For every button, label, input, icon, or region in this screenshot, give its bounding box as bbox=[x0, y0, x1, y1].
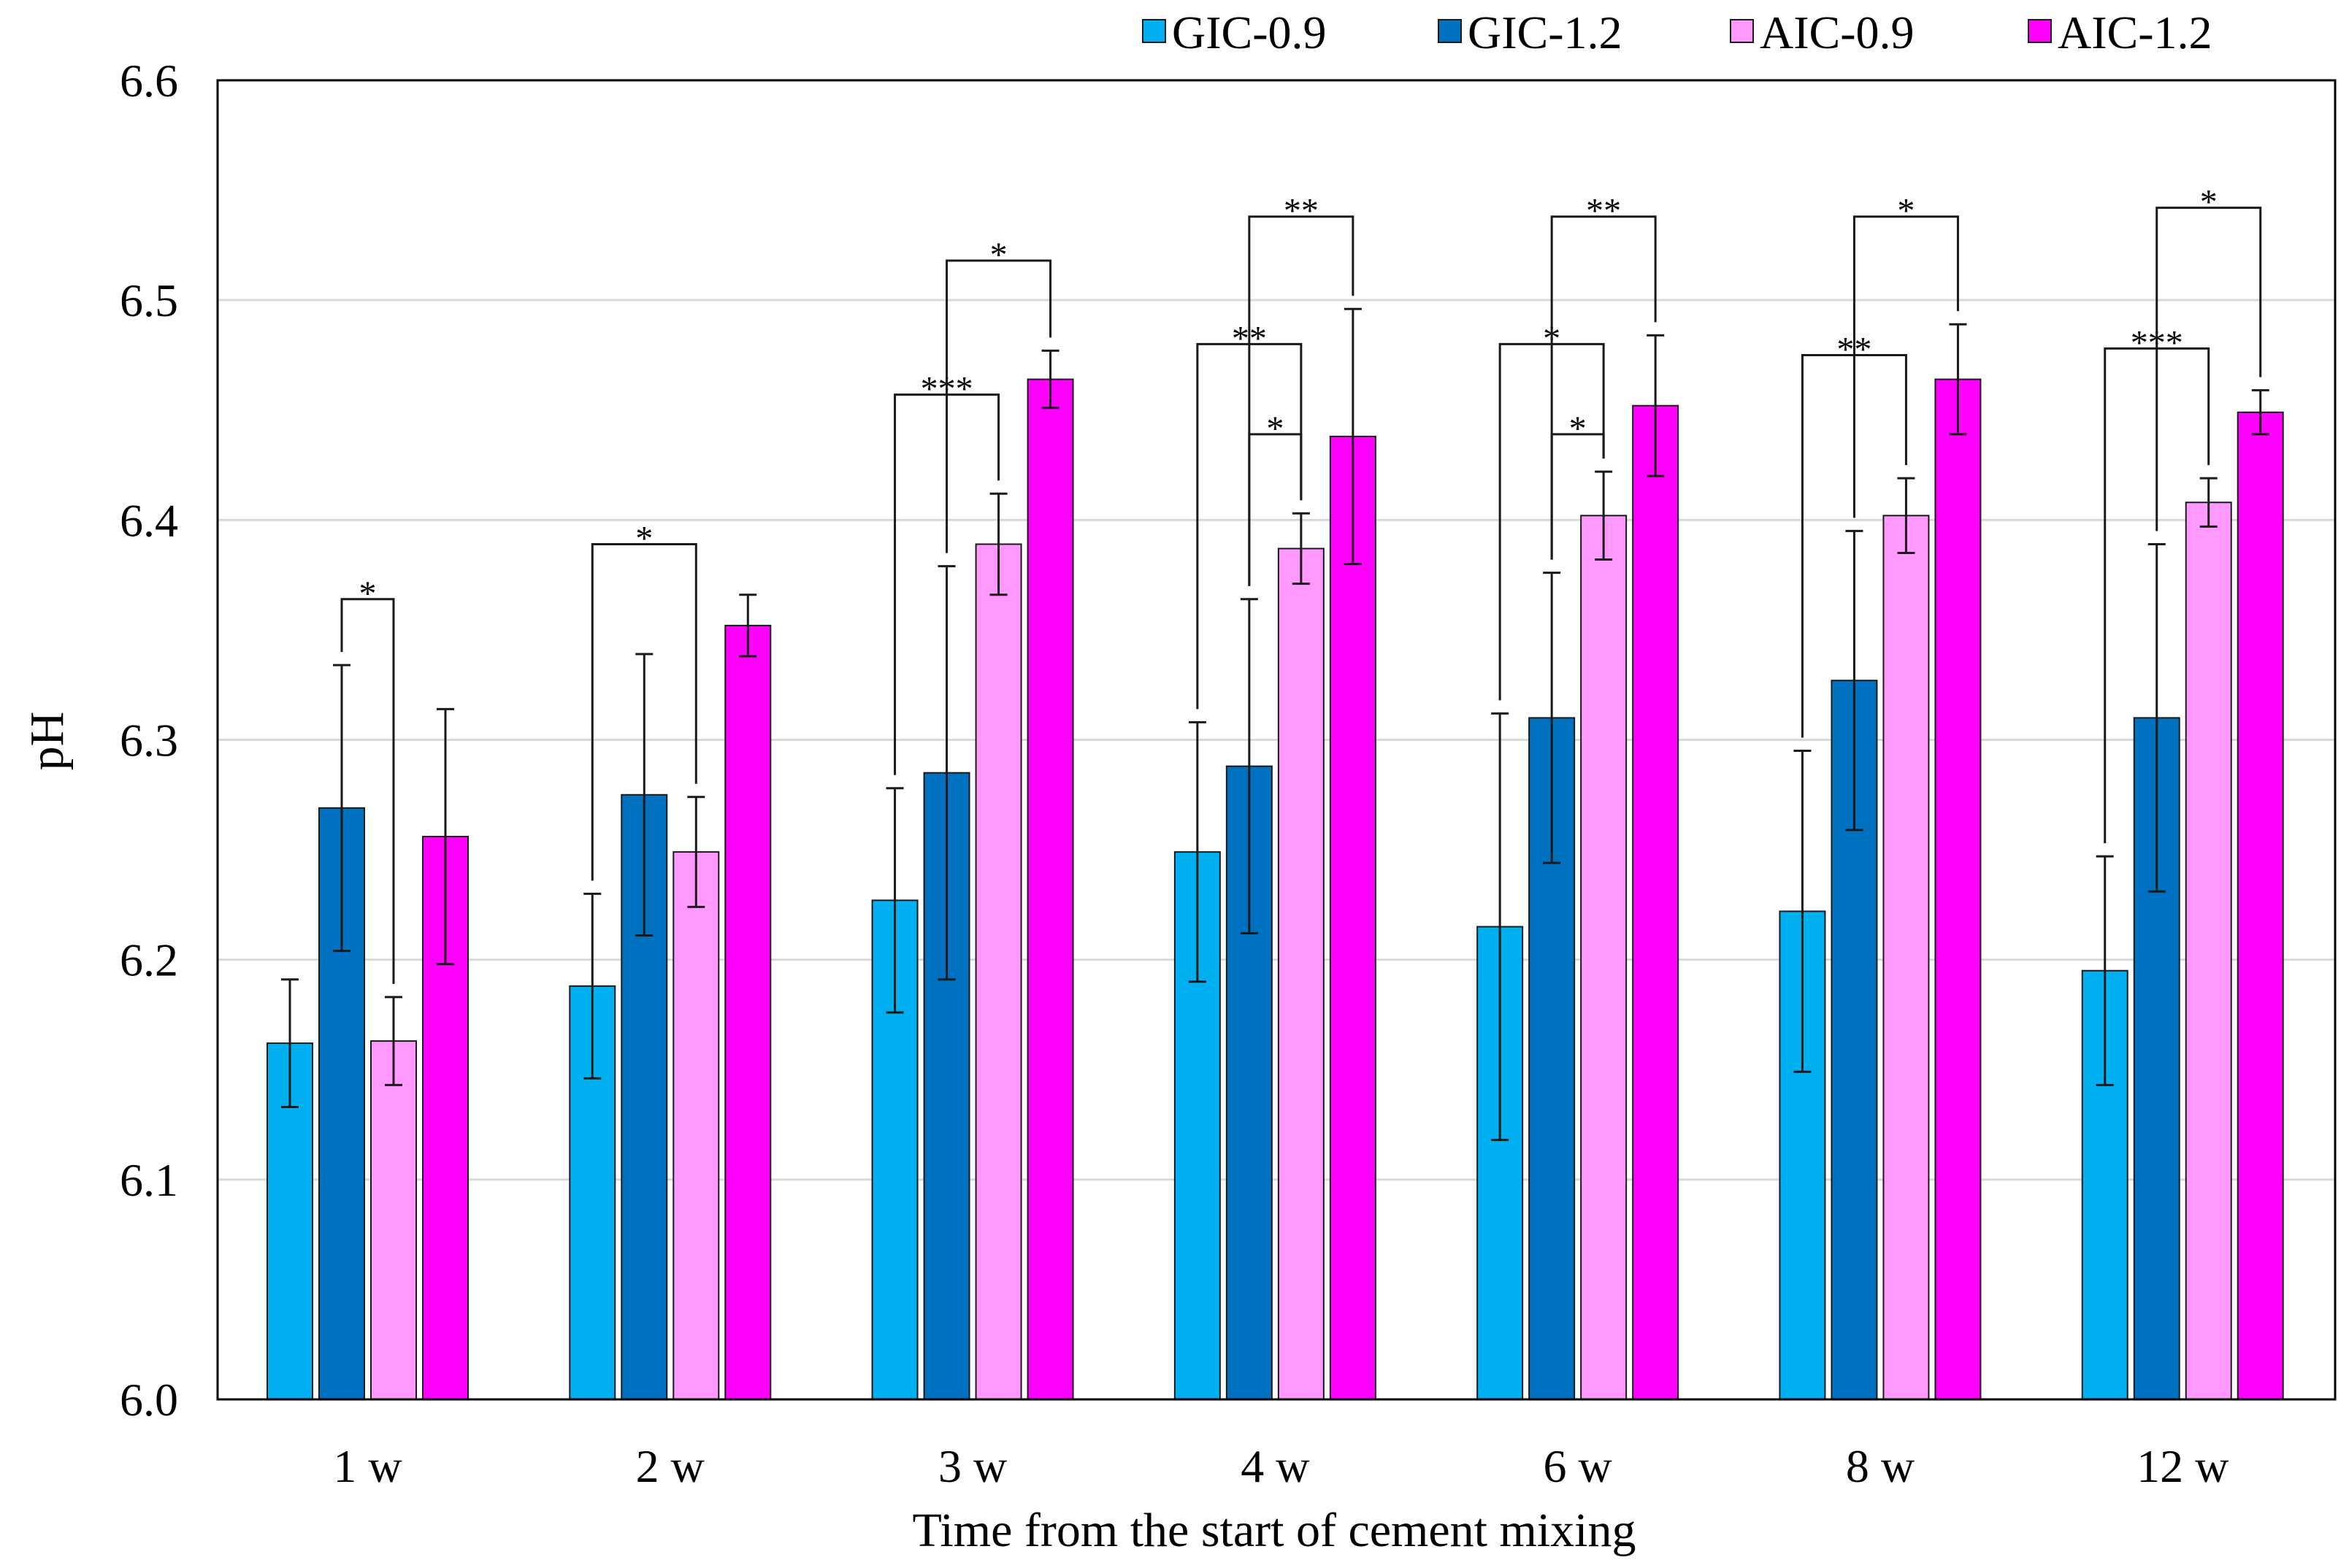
legend-label-AIC-1.2: AIC-1.2 bbox=[2058, 7, 2212, 58]
legend-label-GIC-1.2: GIC-1.2 bbox=[1468, 7, 1622, 58]
error-bar-AIC-1.2-4w bbox=[1344, 307, 1362, 566]
error-bar-AIC-0.9-1w bbox=[385, 996, 402, 1086]
sig-label: * bbox=[635, 519, 653, 558]
error-bar-GIC-0.9-8w bbox=[1793, 750, 1812, 1073]
bar-AIC-1.2-6w bbox=[1632, 404, 1679, 1400]
legend-swatch-GIC-1.2 bbox=[1438, 19, 1462, 43]
error-bar-AIC-1.2-3w bbox=[1041, 349, 1059, 410]
bar-AIC-0.9-2w bbox=[672, 851, 720, 1400]
bar-AIC-0.9-12w bbox=[2185, 501, 2232, 1400]
error-bar-GIC-1.2-3w bbox=[938, 565, 956, 981]
bar-AIC-1.2-12w bbox=[2237, 411, 2284, 1400]
y-tick-6.4: 6.4 bbox=[120, 494, 178, 546]
sig-label: * bbox=[1266, 410, 1284, 448]
error-bar-GIC-0.9-2w bbox=[583, 892, 602, 1080]
sig-label: * bbox=[990, 236, 1008, 274]
bar-AIC-0.9-6w bbox=[1580, 515, 1628, 1400]
bars bbox=[267, 378, 2284, 1401]
legend-item-AIC-1.2: AIC-1.2 bbox=[2028, 7, 2212, 58]
sig-bracket-8w-11: * bbox=[1852, 192, 1959, 518]
bar-AIC-1.2-3w bbox=[1027, 378, 1074, 1400]
x-tick-12w: 12 w bbox=[2137, 1440, 2229, 1492]
legend: GIC-0.9 GIC-1.2 AIC-0.9 AIC-1.2 bbox=[1142, 7, 2212, 58]
error-bar-AIC-0.9-4w bbox=[1292, 512, 1310, 585]
sig-bracket-2w-1: * bbox=[591, 519, 697, 881]
error-bar-AIC-1.2-1w bbox=[437, 707, 454, 966]
error-bar-AIC-1.2-6w bbox=[1647, 334, 1665, 477]
x-tick-2w: 2 w bbox=[636, 1440, 705, 1492]
y-tick-6.6: 6.6 bbox=[120, 55, 178, 107]
error-bar-GIC-0.9-4w bbox=[1188, 720, 1206, 983]
x-tick-3w: 3 w bbox=[938, 1440, 1007, 1492]
error-bar-GIC-0.9-3w bbox=[886, 787, 904, 1014]
error-bar-GIC-0.9-12w bbox=[2096, 855, 2114, 1086]
legend-item-GIC-0.9: GIC-0.9 bbox=[1142, 7, 1327, 58]
error-bar-AIC-0.9-2w bbox=[687, 796, 705, 908]
sig-label: ** bbox=[1284, 192, 1319, 231]
error-bar-GIC-0.9-6w bbox=[1491, 712, 1509, 1142]
bar-AIC-0.9-8w bbox=[1882, 515, 1930, 1400]
sig-bracket-6w-9: ** bbox=[1550, 192, 1657, 560]
error-bar-AIC-1.2-2w bbox=[739, 593, 757, 658]
legend-swatch-GIC-0.9 bbox=[1142, 19, 1166, 43]
bar-AIC-0.9-4w bbox=[1277, 547, 1325, 1400]
bar-AIC-0.9-3w bbox=[975, 543, 1022, 1400]
error-bar-GIC-1.2-2w bbox=[635, 653, 654, 937]
error-bar-AIC-0.9-6w bbox=[1595, 470, 1613, 561]
x-axis-label: Time from the start of cement mixing bbox=[912, 1504, 1636, 1557]
bar-AIC-1.2-2w bbox=[724, 624, 772, 1400]
x-tick-labels: 1 w 2 w 3 w 4 w 6 w 8 w 12 w bbox=[333, 1440, 2229, 1492]
y-axis-label: pH bbox=[20, 712, 74, 771]
error-bar-GIC-1.2-1w bbox=[333, 664, 350, 953]
y-tick-6.0: 6.0 bbox=[120, 1374, 178, 1426]
error-bar-GIC-1.2-12w bbox=[2147, 542, 2166, 893]
error-bar-GIC-1.2-4w bbox=[1240, 598, 1258, 935]
legend-swatch-AIC-1.2 bbox=[2028, 19, 2052, 43]
sig-label: * bbox=[359, 574, 377, 613]
error-bar-GIC-1.2-8w bbox=[1845, 529, 1863, 831]
x-tick-4w: 4 w bbox=[1241, 1440, 1309, 1492]
gridlines bbox=[218, 299, 2335, 1181]
error-bars bbox=[281, 307, 2269, 1142]
y-tick-6.5: 6.5 bbox=[120, 274, 178, 326]
sig-label: ** bbox=[1586, 192, 1621, 231]
x-tick-6w: 6 w bbox=[1544, 1440, 1612, 1492]
error-bar-AIC-1.2-8w bbox=[1949, 323, 1967, 436]
legend-label-GIC-0.9: GIC-0.9 bbox=[1172, 7, 1327, 58]
plot-frame bbox=[216, 79, 2337, 1401]
legend-item-GIC-1.2: GIC-1.2 bbox=[1438, 7, 1622, 58]
legend-item-AIC-0.9: AIC-0.9 bbox=[1730, 7, 1915, 58]
error-bar-AIC-0.9-3w bbox=[989, 492, 1008, 596]
error-bar-AIC-0.9-12w bbox=[2199, 477, 2218, 528]
error-bar-AIC-0.9-8w bbox=[1897, 477, 1915, 555]
sig-bracket-1w-0: * bbox=[340, 574, 395, 984]
legend-swatch-AIC-0.9 bbox=[1730, 19, 1754, 43]
sig-label: * bbox=[2200, 183, 2218, 222]
x-tick-1w: 1 w bbox=[333, 1440, 402, 1492]
sig-bracket-12w-13: * bbox=[2156, 183, 2262, 531]
sig-label: * bbox=[1569, 410, 1587, 448]
y-tick-labels: 6.0 6.1 6.2 6.3 6.4 6.5 6.6 bbox=[120, 55, 178, 1426]
significance-brackets: ********************** bbox=[340, 183, 2262, 984]
bar-AIC-0.9-1w bbox=[370, 1040, 417, 1401]
error-bar-GIC-1.2-6w bbox=[1543, 572, 1561, 864]
y-tick-6.2: 6.2 bbox=[120, 934, 178, 986]
error-bar-GIC-0.9-1w bbox=[281, 978, 299, 1108]
sig-bracket-3w-3: * bbox=[946, 236, 1052, 553]
sig-bracket-4w-6: ** bbox=[1248, 192, 1354, 586]
y-tick-6.3: 6.3 bbox=[120, 715, 178, 766]
x-tick-8w: 8 w bbox=[1846, 1440, 1915, 1492]
bar-AIC-1.2-8w bbox=[1934, 378, 1982, 1400]
sig-label: * bbox=[1897, 192, 1915, 231]
error-bar-AIC-1.2-12w bbox=[2251, 389, 2269, 436]
y-tick-6.1: 6.1 bbox=[120, 1154, 178, 1206]
bar-AIC-1.2-4w bbox=[1329, 435, 1376, 1400]
legend-label-AIC-0.9: AIC-0.9 bbox=[1760, 7, 1915, 58]
